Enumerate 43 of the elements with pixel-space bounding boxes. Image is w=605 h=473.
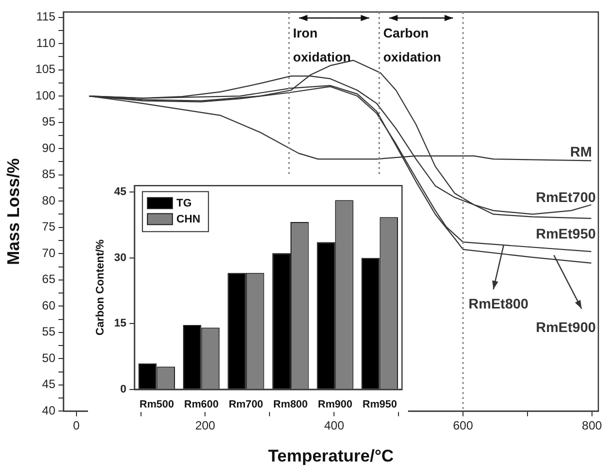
annotation: Iron oxidation bbox=[293, 26, 351, 65]
y-tick-label: 15 bbox=[114, 318, 126, 330]
x-tick-label: Rm600 bbox=[184, 398, 219, 411]
y-tick-label: 100 bbox=[35, 88, 56, 102]
y-tick-label: 0 bbox=[120, 383, 126, 396]
series-label: RM bbox=[570, 144, 592, 160]
y-tick-label: 85 bbox=[42, 167, 56, 182]
series-label: RmEt700 bbox=[536, 188, 596, 205]
y-tick-label: 70 bbox=[42, 246, 56, 260]
x-tick-label: 600 bbox=[453, 418, 474, 433]
y-tick-label: 65 bbox=[42, 272, 56, 286]
y-tick-label: 45 bbox=[42, 377, 56, 392]
legend-label: CHN bbox=[176, 214, 200, 226]
x-tick-label: 200 bbox=[195, 418, 216, 433]
y-tick-label: 40 bbox=[42, 404, 56, 418]
series-label: RmEt950 bbox=[536, 226, 596, 242]
y-tick-label: 105 bbox=[35, 62, 56, 76]
x-tick-label: Rm800 bbox=[273, 398, 308, 411]
legend-label: RmEt800 bbox=[468, 295, 529, 312]
y-tick-label: 30 bbox=[114, 252, 126, 264]
x-tick-label: 400 bbox=[324, 418, 344, 433]
y-tick-label: 75 bbox=[42, 220, 56, 234]
y-axis-title: Carbon Content/% bbox=[94, 239, 107, 336]
y-tick-label: 80 bbox=[42, 193, 56, 208]
legend-label: TG bbox=[176, 198, 192, 210]
y-axis-title: Mass Loss/% bbox=[4, 158, 23, 265]
x-tick-label: Rm500 bbox=[140, 398, 174, 411]
x-axis-title: Temperature/°C bbox=[268, 446, 394, 466]
y-tick-label: 50 bbox=[42, 350, 56, 365]
y-tick-label: 90 bbox=[42, 140, 56, 155]
y-tick-label: 45 bbox=[114, 186, 126, 198]
y-tick-label: 110 bbox=[36, 36, 56, 50]
y-tick-label: 60 bbox=[42, 298, 56, 312]
x-tick-label: Rm700 bbox=[228, 398, 264, 411]
y-tick-label: 55 bbox=[42, 324, 56, 339]
annotation: Carbon oxidation bbox=[383, 26, 442, 65]
y-tick-label: 115 bbox=[36, 10, 56, 24]
y-tick-label: 95 bbox=[42, 114, 56, 129]
x-tick-label: 0 bbox=[72, 418, 80, 433]
x-tick-label: Rm900 bbox=[318, 398, 352, 411]
legend-label: RmEt900 bbox=[536, 319, 596, 336]
x-tick-label: Rm950 bbox=[362, 398, 398, 411]
x-tick-label: 800 bbox=[582, 418, 602, 433]
